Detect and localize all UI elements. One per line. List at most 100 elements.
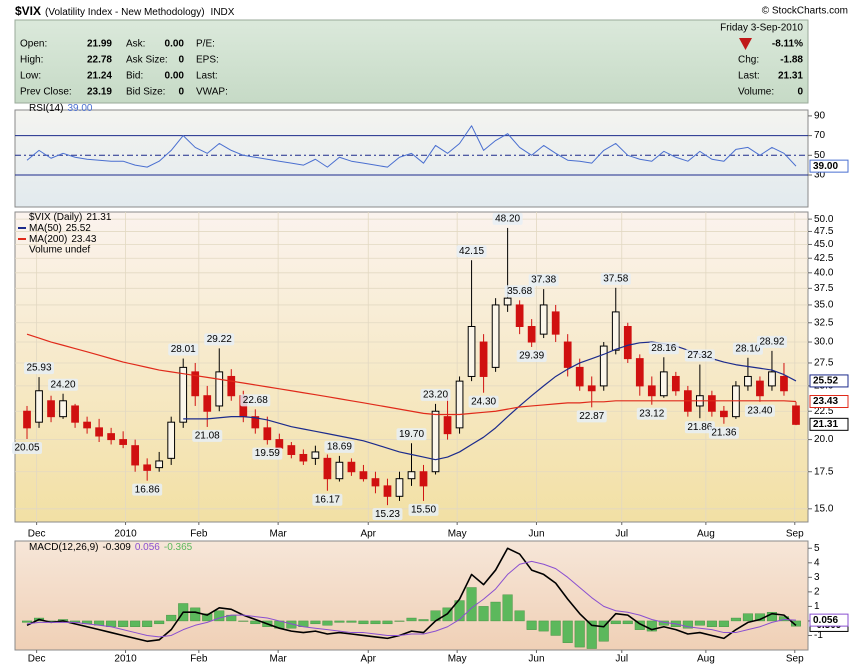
- price-label: 21.36: [711, 427, 736, 438]
- price-label: 15.50: [411, 505, 436, 516]
- value-box-label: 21.31: [813, 419, 838, 430]
- candle-body: [299, 453, 308, 462]
- candle-body: [347, 461, 356, 473]
- label-box: [132, 483, 163, 496]
- histogram-bar: [538, 620, 549, 632]
- histogram-bar: [310, 620, 321, 625]
- price-label: 28.10: [735, 343, 760, 354]
- y-tick-label: 42.5: [814, 253, 834, 264]
- candle-body: [587, 385, 596, 392]
- legend: MACD(12,26,9) -0.309 0.056 -0.365: [29, 542, 193, 553]
- histogram-bar: [478, 606, 489, 622]
- candle-body: [647, 385, 656, 397]
- y-tick-label: 30.0: [814, 337, 834, 348]
- histogram-bar: [490, 601, 501, 622]
- histogram-bar: [322, 620, 333, 626]
- candle-body: [467, 325, 476, 377]
- candle-body: [455, 380, 464, 429]
- field-value: -1.88: [780, 55, 803, 66]
- candle-body: [419, 471, 428, 487]
- label-box: [12, 441, 43, 454]
- candle-body: [215, 371, 224, 407]
- legend: MA(50) 25.52: [29, 223, 91, 234]
- price-label: 48.20: [495, 214, 520, 225]
- label-box: [516, 349, 547, 362]
- candle-body: [431, 410, 440, 473]
- legend: $VIX (Daily) 21.31: [29, 212, 112, 223]
- price-label: 18.69: [327, 442, 352, 453]
- change-pct: -8.11%: [772, 39, 803, 50]
- x-tick-label: Jun: [528, 529, 544, 540]
- panel: 15.017.520.022.525.027.530.032.535.037.5…: [12, 211, 849, 540]
- panel: 543210-1Dec2010FebMarAprMayJunJulAugSepM…: [14, 540, 849, 665]
- histogram-bar: [646, 620, 657, 632]
- candle-body: [635, 358, 644, 387]
- candle-body: [563, 341, 572, 368]
- x-tick-label: Feb: [190, 654, 208, 665]
- price-label: 28.01: [171, 344, 196, 355]
- legend-value: 21.31: [86, 212, 111, 223]
- price-label: 22.68: [243, 395, 268, 406]
- quote-date: Friday 3-Sep-2010: [720, 23, 803, 34]
- label-box: [600, 272, 631, 285]
- y-tick-label: 17.5: [814, 466, 834, 477]
- y-tick-label: 70: [814, 130, 826, 141]
- histogram-bar: [562, 620, 573, 643]
- field-value: 21.31: [778, 71, 803, 82]
- histogram-bar: [466, 587, 477, 622]
- candle-body: [407, 471, 416, 480]
- field-label: Ask:: [126, 39, 145, 50]
- label-box: [408, 503, 439, 516]
- candle-body: [251, 416, 260, 429]
- series-line: [26, 125, 797, 168]
- price-label: 23.12: [639, 408, 664, 419]
- candle-body: [503, 297, 512, 306]
- histogram-bar: [370, 620, 381, 625]
- symbol: $VIX: [15, 4, 41, 18]
- label-box: [372, 508, 403, 521]
- label-box: [420, 388, 451, 401]
- x-tick-label: Sep: [786, 529, 804, 540]
- exchange: INDX: [211, 7, 235, 18]
- value-box: [809, 159, 849, 173]
- y-tick-label: -1: [814, 630, 823, 641]
- histogram-bar: [118, 620, 129, 627]
- candle-body: [479, 341, 488, 377]
- candle-body: [203, 395, 212, 412]
- label-box: [648, 342, 679, 355]
- candle-body: [539, 304, 548, 335]
- x-tick-label: 2010: [114, 529, 137, 540]
- legend-name: RSI(14): [29, 103, 63, 114]
- candle-body: [359, 471, 368, 480]
- histogram-bar: [418, 619, 429, 622]
- legend-value: 39.00: [67, 103, 92, 114]
- value-box-label: 0.056: [813, 615, 838, 626]
- legend: RSI(14) 39.00: [29, 103, 93, 114]
- value-box: [809, 613, 849, 627]
- candle-body: [263, 427, 272, 441]
- histogram-bar: [154, 620, 165, 625]
- moving-average: [26, 333, 797, 416]
- field-label: Prev Close:: [20, 87, 72, 98]
- price-label: 37.58: [603, 273, 628, 284]
- x-tick-label: Apr: [360, 654, 376, 665]
- field-label: Low:: [20, 71, 41, 82]
- price-label: 27.32: [687, 350, 712, 361]
- histogram-bar: [730, 617, 741, 622]
- histogram-bar: [250, 620, 261, 625]
- candle-body: [599, 345, 608, 387]
- histogram-bar: [526, 620, 537, 630]
- candle-body: [756, 380, 764, 397]
- label-box: [396, 428, 427, 441]
- label-box: [24, 362, 55, 375]
- y-tick-label: 3: [814, 572, 820, 583]
- candle-body: [371, 478, 380, 487]
- y-tick-label: 22.5: [814, 406, 834, 417]
- y-tick-label: 35.0: [814, 300, 834, 311]
- candle-body: [167, 421, 176, 459]
- x-tick-label: Jun: [528, 654, 544, 665]
- histogram-bar: [22, 620, 33, 623]
- candle-body: [155, 460, 164, 469]
- label-box: [240, 394, 271, 407]
- y-tick-label: 40.0: [814, 267, 834, 278]
